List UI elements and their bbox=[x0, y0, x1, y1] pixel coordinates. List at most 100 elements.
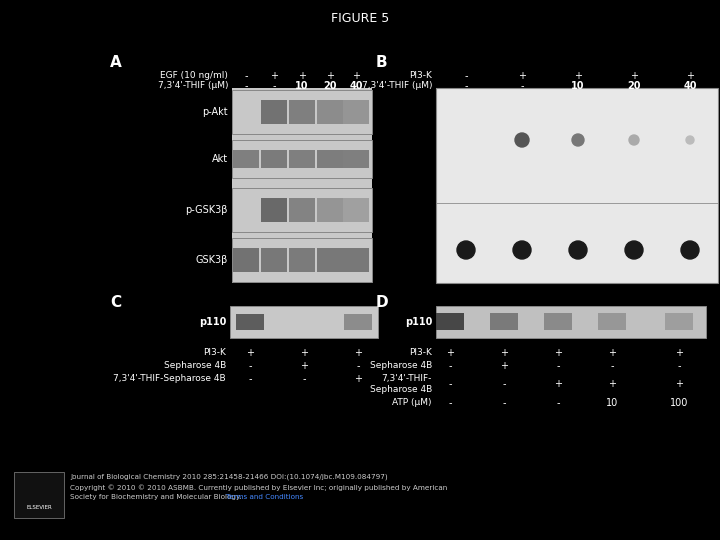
Text: -: - bbox=[272, 81, 276, 91]
Text: +: + bbox=[500, 361, 508, 371]
Text: Akt: Akt bbox=[212, 154, 228, 164]
Text: FIGURE 5: FIGURE 5 bbox=[331, 12, 389, 25]
Text: PI3-K: PI3-K bbox=[409, 348, 432, 357]
Text: 100: 100 bbox=[670, 398, 688, 408]
Bar bbox=[232, 90, 372, 134]
Bar bbox=[317, 100, 343, 124]
Text: PI3-K: PI3-K bbox=[203, 348, 226, 357]
Text: +: + bbox=[675, 379, 683, 389]
Text: -: - bbox=[244, 71, 248, 81]
Text: +: + bbox=[300, 348, 308, 358]
Circle shape bbox=[625, 241, 643, 259]
Bar bbox=[261, 150, 287, 168]
Text: +: + bbox=[554, 348, 562, 358]
Text: 20: 20 bbox=[323, 81, 337, 91]
Circle shape bbox=[457, 241, 475, 259]
Bar bbox=[289, 100, 315, 124]
Circle shape bbox=[572, 134, 584, 146]
Bar bbox=[343, 100, 369, 124]
Bar bbox=[665, 313, 693, 330]
Text: 10: 10 bbox=[295, 81, 309, 91]
Text: 7,3'4'-THIF (μM): 7,3'4'-THIF (μM) bbox=[361, 81, 432, 90]
Bar bbox=[233, 248, 259, 272]
Text: -: - bbox=[557, 361, 559, 371]
Text: Journal of Biological Chemistry 2010 285:21458-21466 DOI:(10.1074/jbc.M109.08479: Journal of Biological Chemistry 2010 285… bbox=[70, 474, 387, 481]
Text: 20: 20 bbox=[627, 81, 641, 91]
Text: D: D bbox=[376, 295, 389, 310]
Bar bbox=[436, 306, 706, 338]
Text: p110: p110 bbox=[199, 317, 226, 327]
Circle shape bbox=[681, 241, 699, 259]
Text: 40: 40 bbox=[349, 81, 363, 91]
Text: +: + bbox=[500, 348, 508, 358]
Bar bbox=[232, 238, 372, 282]
Text: A: A bbox=[110, 55, 122, 70]
Text: -: - bbox=[449, 379, 451, 389]
Circle shape bbox=[629, 135, 639, 145]
Bar bbox=[436, 313, 464, 330]
Text: +: + bbox=[675, 348, 683, 358]
Bar bbox=[233, 150, 259, 168]
Text: -: - bbox=[244, 81, 248, 91]
Bar bbox=[343, 198, 369, 222]
Circle shape bbox=[515, 133, 529, 147]
Text: p-GSK3β: p-GSK3β bbox=[186, 205, 228, 215]
Bar bbox=[343, 150, 369, 168]
Text: -: - bbox=[464, 71, 468, 81]
Text: -: - bbox=[678, 361, 680, 371]
Circle shape bbox=[569, 241, 587, 259]
Text: Sepharose 4B: Sepharose 4B bbox=[370, 361, 432, 370]
Bar bbox=[232, 188, 372, 232]
Text: +: + bbox=[608, 379, 616, 389]
Text: PI3-K: PI3-K bbox=[409, 71, 432, 80]
Text: p-Akt: p-Akt bbox=[202, 107, 228, 117]
Text: ATP (μM): ATP (μM) bbox=[392, 398, 432, 407]
Text: -: - bbox=[248, 374, 252, 384]
Text: Copyright © 2010 © 2010 ASBMB. Currently published by Elsevier Inc; originally p: Copyright © 2010 © 2010 ASBMB. Currently… bbox=[70, 484, 447, 491]
Text: +: + bbox=[300, 361, 308, 371]
Text: +: + bbox=[518, 71, 526, 81]
Text: +: + bbox=[246, 348, 254, 358]
Text: ELSEVIER: ELSEVIER bbox=[26, 505, 52, 510]
Bar bbox=[236, 314, 264, 330]
Bar bbox=[261, 100, 287, 124]
Bar bbox=[317, 248, 343, 272]
Text: 10: 10 bbox=[606, 398, 618, 408]
Bar bbox=[317, 150, 343, 168]
Text: 7,3'4'-THIF-: 7,3'4'-THIF- bbox=[382, 374, 432, 383]
Text: +: + bbox=[354, 374, 362, 384]
Text: Terms and Conditions: Terms and Conditions bbox=[226, 494, 303, 500]
Text: +: + bbox=[446, 348, 454, 358]
Circle shape bbox=[513, 241, 531, 259]
Bar bbox=[230, 306, 378, 338]
Text: +: + bbox=[630, 71, 638, 81]
Bar bbox=[344, 314, 372, 330]
Bar bbox=[232, 140, 372, 178]
Text: -: - bbox=[557, 398, 559, 408]
Text: 7,3'4'-THIF-Sepharose 4B: 7,3'4'-THIF-Sepharose 4B bbox=[113, 374, 226, 383]
Bar bbox=[490, 313, 518, 330]
Bar bbox=[289, 150, 315, 168]
Bar bbox=[317, 198, 343, 222]
Text: +: + bbox=[574, 71, 582, 81]
Bar bbox=[232, 88, 372, 283]
Bar bbox=[544, 313, 572, 330]
Text: 40: 40 bbox=[683, 81, 697, 91]
Text: +: + bbox=[270, 71, 278, 81]
Text: +: + bbox=[298, 71, 306, 81]
Text: 10: 10 bbox=[571, 81, 585, 91]
Text: -: - bbox=[464, 81, 468, 91]
Bar bbox=[14, 472, 64, 518]
Text: +: + bbox=[608, 348, 616, 358]
Text: -: - bbox=[611, 361, 613, 371]
Text: -: - bbox=[449, 361, 451, 371]
Text: -: - bbox=[356, 361, 360, 371]
Bar bbox=[261, 198, 287, 222]
Bar bbox=[343, 248, 369, 272]
Bar bbox=[289, 248, 315, 272]
Text: +: + bbox=[686, 71, 694, 81]
Text: Society for Biochemistry and Molecular Biology.: Society for Biochemistry and Molecular B… bbox=[70, 494, 241, 500]
Text: p110: p110 bbox=[405, 317, 432, 327]
Bar bbox=[289, 198, 315, 222]
Text: -: - bbox=[503, 398, 505, 408]
